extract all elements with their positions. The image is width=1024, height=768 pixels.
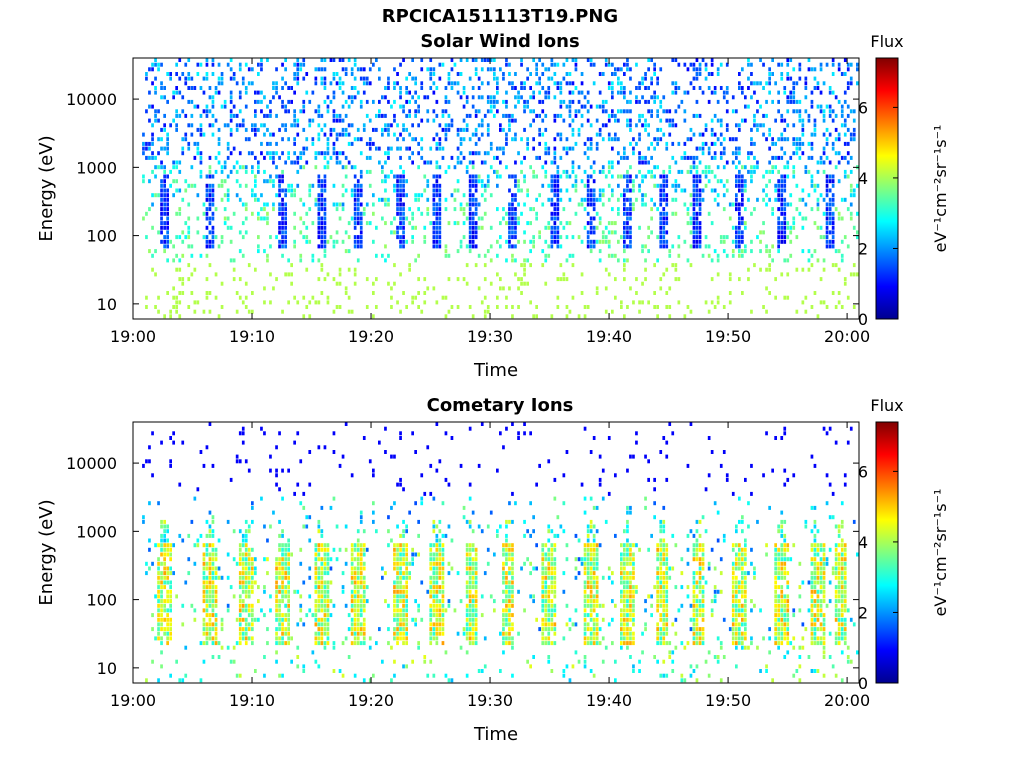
- y-axis-label: Energy (eV): [36, 499, 57, 605]
- panel-1-title: Solar Wind Ions: [420, 31, 580, 52]
- y-tick-label: 10000: [66, 454, 117, 473]
- x-tick-label: 19:10: [229, 691, 275, 710]
- panel-2-title: Cometary Ions: [426, 395, 574, 416]
- x-tick-label: 19:40: [586, 327, 632, 346]
- colorbar-title: Flux: [870, 32, 903, 51]
- x-tick-label: 19:20: [348, 691, 394, 710]
- y-tick-label: 10000: [66, 90, 117, 109]
- colorbar-label: eV⁻¹cm⁻²sr⁻¹s⁻¹: [931, 125, 950, 253]
- x-tick-label: 19:00: [110, 327, 156, 346]
- x-tick-label: 19:30: [467, 691, 513, 710]
- y-tick-label: 1000: [76, 158, 117, 177]
- y-axis-label: Energy (eV): [36, 135, 57, 241]
- colorbar: [875, 421, 899, 684]
- x-tick-label: 19:10: [229, 327, 275, 346]
- plot-frame: [132, 421, 860, 684]
- colorbar: [875, 57, 899, 320]
- y-tick-label: 1000: [76, 522, 117, 541]
- x-tick-label: 20:00: [824, 691, 870, 710]
- x-axis-label: Time: [473, 360, 518, 381]
- solar-wind-panel: 19:00 19:10 19:20 19:30 19:40 19:50 20:00 10 100…: [36, 32, 950, 381]
- y-tick-label: 100: [86, 591, 117, 610]
- colorbar-label: eV⁻¹cm⁻²sr⁻¹s⁻¹: [931, 489, 950, 617]
- plot-frame: [132, 57, 860, 320]
- x-tick-label: 19:50: [705, 327, 751, 346]
- y-tick-label: 10: [97, 295, 117, 314]
- colorbar-tick-label: 0: [858, 674, 868, 693]
- colorbar-tick-label: 4: [858, 533, 868, 552]
- colorbar-tick-label: 6: [858, 462, 868, 481]
- colorbar-tick-label: 6: [858, 98, 868, 117]
- x-tick-label: 19:00: [110, 691, 156, 710]
- x-tick-label: 20:00: [824, 327, 870, 346]
- x-axis-label: Time: [473, 724, 518, 745]
- colorbar-tick-label: 4: [858, 169, 868, 188]
- colorbar-tick-label: 0: [858, 310, 868, 329]
- spectrogram-cells: [142, 422, 859, 683]
- y-tick-label: 100: [86, 227, 117, 246]
- x-tick-label: 19:20: [348, 327, 394, 346]
- x-tick-label: 19:40: [586, 691, 632, 710]
- spectrogram-cells: [142, 58, 859, 319]
- cometary-panel: 19:00 19:10 19:20 19:30 19:40 19:50 20:00 10 100…: [36, 396, 950, 745]
- y-tick-label: 10: [97, 659, 117, 678]
- x-tick-label: 19:30: [467, 327, 513, 346]
- colorbar-tick-label: 2: [858, 239, 868, 258]
- colorbar-title: Flux: [870, 396, 903, 415]
- figure-title: RPCICA151113T19.PNG: [381, 6, 619, 27]
- colorbar-tick-label: 2: [858, 603, 868, 622]
- x-tick-label: 19:50: [705, 691, 751, 710]
